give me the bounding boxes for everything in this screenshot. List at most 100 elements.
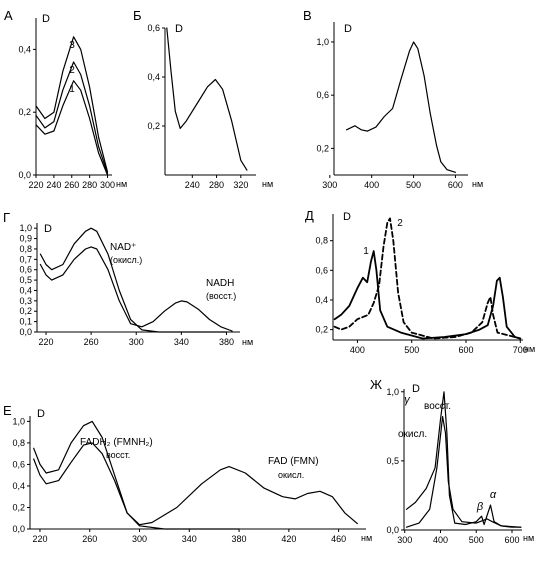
y-tick-label: 1,0 xyxy=(386,387,399,397)
y-tick-label: 0,8 xyxy=(12,438,25,448)
x-tick-label: 600 xyxy=(504,535,519,545)
series-label: 3 xyxy=(69,40,75,51)
series-line-1 xyxy=(39,227,228,333)
x-tick-label: 220 xyxy=(39,337,54,347)
panel-label: В xyxy=(303,8,312,23)
panel-label: Г xyxy=(3,210,10,225)
series-label-sub: восст. xyxy=(106,450,130,460)
x-tick-label: 420 xyxy=(281,534,296,544)
y-tick-label: 0,6 xyxy=(316,90,329,100)
y-tick-label: 0,4 xyxy=(147,72,160,82)
x-axis-unit: нм xyxy=(472,179,483,189)
series-line-1 xyxy=(346,41,456,173)
x-tick-label: 340 xyxy=(182,534,197,544)
x-tick-label: 500 xyxy=(406,180,421,190)
annotation-label: α xyxy=(490,489,497,501)
x-axis-unit: нм xyxy=(242,337,253,347)
panel-label: Е xyxy=(3,403,12,418)
y-tick-label: 1,0 xyxy=(316,37,329,47)
x-tick-label: 320 xyxy=(233,180,248,190)
series-line-1 xyxy=(166,27,248,171)
series-label: 1 xyxy=(363,246,369,257)
x-tick-label: 600 xyxy=(458,345,473,355)
x-tick-label: 280 xyxy=(209,180,224,190)
chart-panel-7: 300 400 500 600 0,0 0,5 1,0 Ж Dнм восст. окисл. γ βα xyxy=(370,377,534,545)
series-label: 1 xyxy=(69,84,75,95)
x-tick-label: 400 xyxy=(364,180,379,190)
x-axis-unit: нм xyxy=(116,179,127,189)
x-tick-label: 260 xyxy=(84,337,99,347)
panel-label: Ж xyxy=(370,377,382,392)
series-label-sub: окисл. xyxy=(278,470,304,480)
y-tick-label: 0,6 xyxy=(19,265,32,275)
series-line-2 xyxy=(35,61,109,174)
x-tick-label: 280 xyxy=(82,180,97,190)
x-tick-label: 300 xyxy=(100,180,115,190)
series-label: NADH xyxy=(206,278,234,289)
x-tick-label: 260 xyxy=(64,180,79,190)
y-tick-label: 0,4 xyxy=(18,44,31,54)
y-tick-label: 0,2 xyxy=(315,325,328,335)
series-line-3 xyxy=(35,80,109,176)
x-tick-label: 500 xyxy=(469,535,484,545)
series-line-1 xyxy=(333,250,522,340)
y-tick-label: 0,0 xyxy=(12,524,25,534)
x-tick-label: 300 xyxy=(129,337,144,347)
y-axis-title: D xyxy=(42,13,50,25)
series-label: окисл. xyxy=(398,429,427,440)
x-tick-label: 380 xyxy=(232,534,247,544)
series-label: восст. xyxy=(424,401,451,412)
series-label: NAD⁺ xyxy=(110,242,136,253)
y-tick-label: 1,0 xyxy=(19,223,32,233)
x-axis-unit: нм xyxy=(523,533,534,543)
y-tick-label: 0,5 xyxy=(19,275,32,285)
y-axis-title: D xyxy=(175,23,183,35)
x-tick-label: 300 xyxy=(132,534,147,544)
x-tick-label: 460 xyxy=(331,534,346,544)
chart-panel-4: 220 260 300 340 3800,00,10,20,30,40,50,60,70… xyxy=(3,210,253,347)
x-tick-label: 300 xyxy=(397,535,412,545)
x-tick-label: 380 xyxy=(219,337,234,347)
panel-label: Д xyxy=(305,208,314,223)
y-tick-label: 0,6 xyxy=(147,23,160,33)
chart-panel-1: 220 240 260 280 300 0,0 0,2 0,4 А Dнм 3 2 1 xyxy=(4,8,127,190)
x-tick-label: 340 xyxy=(174,337,189,347)
y-tick-label: 0,2 xyxy=(12,502,25,512)
y-tick-label: 0,0 xyxy=(19,327,32,337)
x-axis-unit: нм xyxy=(262,179,273,189)
panel-label: А xyxy=(4,8,13,23)
y-tick-label: 0,1 xyxy=(19,317,32,327)
series-line-2 xyxy=(333,217,522,340)
chart-panel-6: 220 260 300 340 380 420 460 0,0 0,2 0,4 0,6 0,8 1,0Е… xyxy=(3,403,372,544)
series-label-sub: (окисл.) xyxy=(110,255,142,265)
y-tick-label: 0,0 xyxy=(386,525,399,535)
y-axis-title: D xyxy=(412,383,420,395)
y-axis-title: D xyxy=(44,223,52,235)
y-tick-label: 0,2 xyxy=(19,306,32,316)
y-axis-title: D xyxy=(343,211,351,223)
series-line-1 xyxy=(33,442,240,530)
series-label: 2 xyxy=(69,65,75,76)
y-tick-label: 0,2 xyxy=(316,143,329,153)
x-tick-label: 220 xyxy=(32,534,47,544)
y-tick-label: 0,6 xyxy=(315,265,328,275)
series-label: 2 xyxy=(397,218,403,229)
x-tick-label: 260 xyxy=(82,534,97,544)
y-axis-title: D xyxy=(37,408,45,420)
x-tick-label: 400 xyxy=(433,535,448,545)
panel-label: Б xyxy=(133,8,142,23)
chart-panel-3: 300 400 500 600 0,2 0,6 1,0 В Dнм xyxy=(303,8,483,190)
y-tick-label: 0,0 xyxy=(18,170,31,180)
y-tick-label: 0,4 xyxy=(19,285,32,295)
chart-panel-5: 400 500 600 700 0,2 0,4 0,6 0,8 Д Dнм 1 2 xyxy=(305,208,535,355)
x-tick-label: 700 xyxy=(513,345,528,355)
series-label: FADH₂ (FMNH₂) xyxy=(80,437,153,448)
y-tick-label: 0,8 xyxy=(19,244,32,254)
y-tick-label: 0,2 xyxy=(18,107,31,117)
annotation-label: β xyxy=(476,501,484,513)
x-tick-label: 240 xyxy=(185,180,200,190)
y-tick-label: 0,9 xyxy=(19,234,32,244)
x-tick-label: 220 xyxy=(28,180,43,190)
y-tick-label: 0,6 xyxy=(12,459,25,469)
